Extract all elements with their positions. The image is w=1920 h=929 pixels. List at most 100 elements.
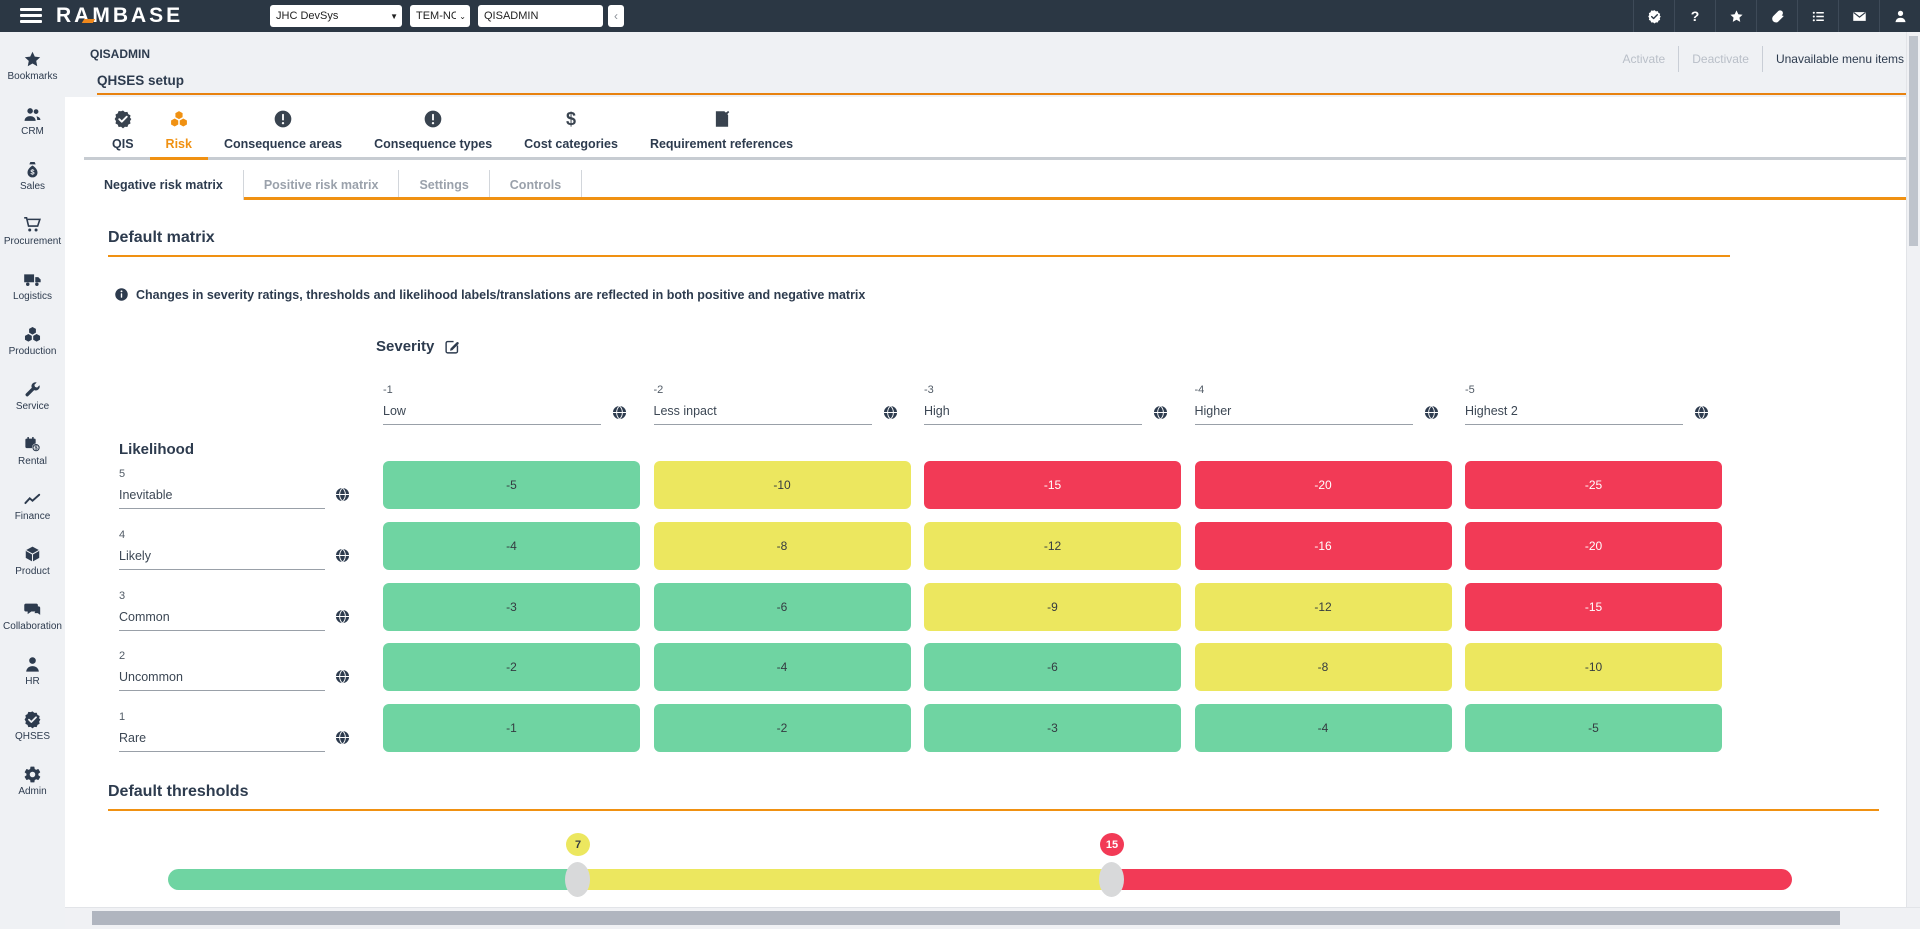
locale-select[interactable]: TEM-NO: [410, 5, 470, 27]
messages-icon[interactable]: [1838, 0, 1879, 32]
likelihood-label-input[interactable]: Rare: [119, 731, 147, 745]
tab-cost-categories[interactable]: $ Cost categories: [524, 109, 618, 151]
cube-icon: [25, 546, 40, 562]
subtab-positive-risk-matrix[interactable]: Positive risk matrix: [244, 170, 400, 200]
matrix-cell[interactable]: -2: [653, 704, 911, 752]
sidebar-item-collaboration[interactable]: Collaboration: [0, 594, 65, 649]
title-underline: [97, 93, 1908, 95]
cart-icon: [24, 216, 41, 232]
globe-icon[interactable]: [612, 405, 627, 420]
matrix-cell[interactable]: -16: [1194, 521, 1452, 570]
severity-label-input[interactable]: Highest 2: [1465, 404, 1518, 418]
globe-icon[interactable]: [335, 548, 350, 563]
severity-label-input[interactable]: High: [924, 404, 950, 418]
tab-requirement-references[interactable]: Requirement references: [634, 109, 809, 157]
system-select[interactable]: JHC DevSys: [270, 5, 402, 27]
horizontal-scrollbar-thumb[interactable]: [92, 911, 1840, 925]
program-search-input[interactable]: [478, 5, 603, 27]
matrix-cell[interactable]: -3: [924, 704, 1181, 752]
globe-icon[interactable]: [335, 487, 350, 502]
slider-green-segment[interactable]: [168, 869, 578, 890]
matrix-cell[interactable]: -6: [653, 582, 911, 631]
matrix-cell[interactable]: -8: [1194, 643, 1452, 692]
chat-bubbles-icon: [24, 603, 41, 615]
page-title: QHSES setup: [97, 73, 185, 88]
tab-consequence-areas[interactable]: Consequence areas: [208, 109, 358, 157]
sidebar-item-admin[interactable]: Admin: [0, 759, 65, 814]
sidebar-item-product[interactable]: Product: [0, 539, 65, 594]
matrix-cell[interactable]: -4: [383, 521, 640, 570]
likelihood-label-input[interactable]: Common: [119, 609, 170, 624]
edit-icon[interactable]: [444, 338, 461, 355]
matrix-cell[interactable]: -4: [653, 643, 911, 692]
matrix-cell[interactable]: -9: [924, 582, 1181, 631]
help-icon[interactable]: ?: [1674, 0, 1715, 32]
matrix-cell[interactable]: -25: [1465, 461, 1722, 509]
tab-risk[interactable]: Risk: [149, 109, 209, 160]
matrix-cell[interactable]: -2: [383, 643, 640, 692]
favorites-icon[interactable]: [1715, 0, 1756, 32]
slider-red-segment[interactable]: [1112, 869, 1792, 890]
matrix-cell[interactable]: -10: [1465, 643, 1722, 692]
globe-icon[interactable]: [335, 730, 350, 745]
matrix-cell[interactable]: -10: [653, 461, 911, 509]
sidebar-item-qhses[interactable]: QHSES: [0, 704, 65, 759]
section-title-default-thresholds: Default thresholds: [108, 783, 249, 800]
matrix-cell[interactable]: -15: [924, 461, 1181, 509]
vertical-scrollbar-thumb[interactable]: [1909, 36, 1918, 246]
sidebar-item-crm[interactable]: CRM: [0, 99, 65, 154]
verified-icon[interactable]: [1633, 0, 1674, 32]
threshold-handle-low[interactable]: [565, 862, 590, 897]
user-icon[interactable]: [1879, 0, 1920, 32]
sidebar-item-bookmarks[interactable]: Bookmarks: [0, 44, 65, 99]
sidebar-item-production[interactable]: Production: [0, 319, 65, 374]
likelihood-label-input[interactable]: Likely: [119, 548, 151, 563]
matrix-cell[interactable]: -12: [1194, 582, 1452, 631]
likelihood-label-input[interactable]: Uncommon: [119, 670, 183, 685]
threshold-handle-high[interactable]: [1099, 862, 1124, 897]
subtab-negative-risk-matrix[interactable]: Negative risk matrix: [84, 170, 244, 200]
globe-icon[interactable]: [335, 609, 350, 624]
severity-label-input[interactable]: Less inpact: [653, 404, 717, 418]
slider-yellow-segment[interactable]: [578, 869, 1112, 890]
severity-columns: -1 Low -2 Less inpact -3 High -4 Higher …: [383, 384, 1722, 428]
matrix-cell[interactable]: -8: [653, 521, 911, 570]
sidebar-item-procurement[interactable]: Procurement: [0, 209, 65, 264]
sidebar-item-logistics[interactable]: Logistics: [0, 264, 65, 319]
globe-icon[interactable]: [335, 669, 350, 684]
sidebar-item-hr[interactable]: HR: [0, 649, 65, 704]
globe-icon[interactable]: [1694, 405, 1709, 420]
rambase-logo[interactable]: RAMBASE: [56, 4, 184, 27]
task-list-icon[interactable]: [1797, 0, 1838, 32]
menu-icon[interactable]: [20, 8, 42, 24]
subtab-controls[interactable]: Controls: [490, 170, 583, 200]
tab-consequence-types[interactable]: Consequence types: [358, 109, 508, 157]
severity-label-input[interactable]: Higher: [1194, 404, 1232, 418]
matrix-cell[interactable]: -5: [1465, 704, 1722, 752]
matrix-cell[interactable]: -1: [383, 704, 640, 752]
matrix-cell[interactable]: -20: [1465, 521, 1722, 570]
matrix-cell[interactable]: -4: [1194, 704, 1452, 752]
collapse-button[interactable]: ‹: [608, 5, 624, 27]
subtab-settings[interactable]: Settings: [399, 170, 490, 200]
sidebar-item-finance[interactable]: Finance: [0, 484, 65, 539]
globe-icon[interactable]: [1153, 405, 1168, 420]
attachment-icon[interactable]: [1756, 0, 1797, 32]
sidebar-item-rental[interactable]: $ Rental: [0, 429, 65, 484]
matrix-cell[interactable]: -15: [1465, 582, 1722, 631]
matrix-cell[interactable]: -6: [924, 643, 1181, 692]
matrix-cell[interactable]: -12: [924, 521, 1181, 570]
badge-check-icon: [114, 110, 132, 129]
gear-icon: [24, 766, 41, 783]
matrix-cell[interactable]: -3: [383, 582, 640, 631]
matrix-cell[interactable]: -20: [1194, 461, 1452, 509]
matrix-cell[interactable]: -5: [383, 461, 640, 509]
sidebar-item-service[interactable]: Service: [0, 374, 65, 429]
likelihood-label-input[interactable]: Inevitable: [119, 488, 173, 502]
tab-qis[interactable]: QIS: [96, 109, 150, 157]
globe-icon[interactable]: [1424, 405, 1439, 420]
unavailable-menu-items-button[interactable]: Unavailable menu items: [1775, 52, 1904, 66]
globe-icon[interactable]: [883, 405, 898, 420]
severity-label-input[interactable]: Low: [383, 404, 406, 418]
sidebar-item-sales[interactable]: $ Sales: [0, 154, 65, 209]
